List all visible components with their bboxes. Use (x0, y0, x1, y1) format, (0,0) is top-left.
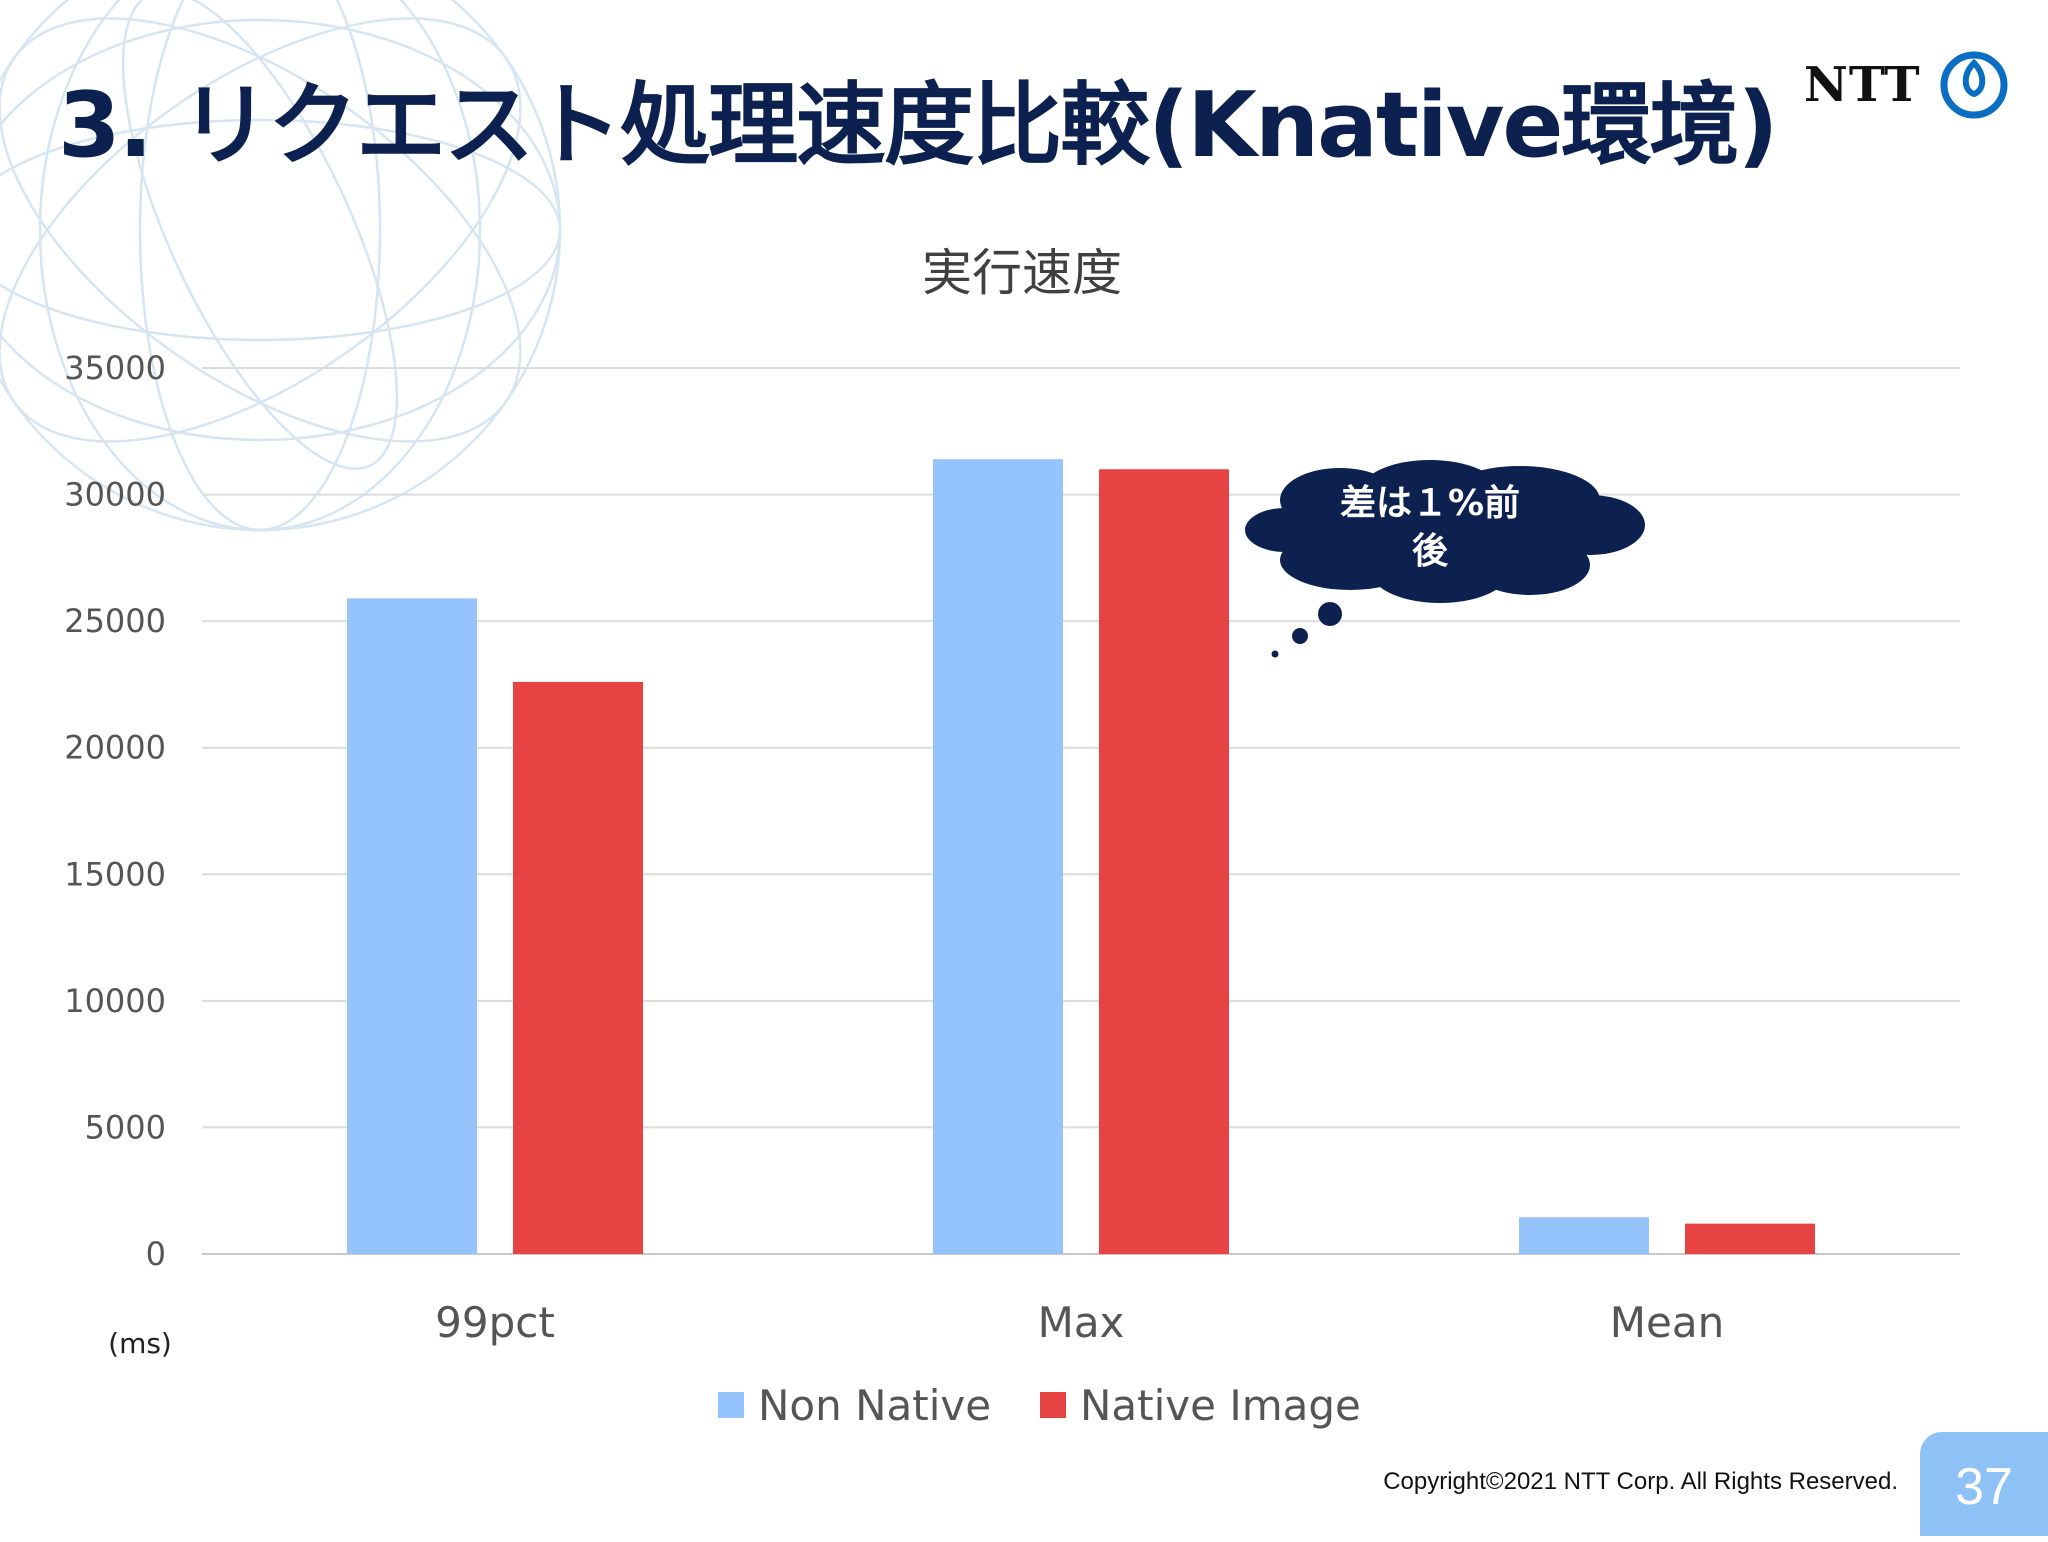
x-tick-label: 99pct (435, 1298, 555, 1347)
y-axis-unit-label: (ms) (108, 1327, 172, 1360)
callout-line-2: 後 (1412, 531, 1449, 572)
legend-swatch (1040, 1392, 1066, 1418)
legend-swatch (718, 1392, 744, 1418)
legend: Non Native Native Image (718, 1381, 1361, 1430)
y-tick-label: 0 (146, 1235, 166, 1273)
y-tick-label: 5000 (85, 1108, 166, 1146)
globe-watermark (0, 0, 562, 532)
bar-native-image-max (1099, 469, 1229, 1254)
legend-label: Native Image (1080, 1381, 1361, 1430)
y-tick-label: 35000 (64, 349, 166, 387)
page-title: 3. リクエスト処理速度比較(Knative環境) (58, 73, 1779, 178)
bar-non-native-mean (1519, 1217, 1649, 1254)
bar-native-image-mean (1685, 1223, 1815, 1254)
ntt-logo: NTT (1804, 50, 2009, 120)
logo-text: NTT (1804, 57, 1921, 113)
bar-non-native-max (933, 459, 1063, 1254)
legend-label: Non Native (758, 1381, 991, 1430)
bar-non-native-99pct (347, 598, 477, 1254)
y-tick-label: 25000 (64, 602, 166, 640)
y-tick-label: 10000 (64, 982, 166, 1020)
x-tick-label: Max (1038, 1298, 1125, 1347)
chart-title: 実行速度 (922, 244, 1122, 302)
callout-line-1: 差は１%前 (1340, 483, 1520, 524)
copyright-notice: Copyright©2021 NTT Corp. All Rights Rese… (1383, 1468, 1898, 1495)
callout-bubble: 差は１%前 後 (1245, 460, 1645, 658)
y-tick-label: 15000 (64, 855, 166, 893)
y-tick-label: 30000 (64, 476, 166, 514)
bars (347, 459, 1815, 1254)
y-axis-ticks: 0 5000 10000 15000 20000 25000 30000 35000 (64, 349, 166, 1273)
y-tick-label: 20000 (64, 729, 166, 767)
grid-lines (202, 367, 1960, 1255)
bar-native-image-99pct (513, 681, 643, 1254)
x-axis-ticks: 99pct Max Mean (435, 1298, 1724, 1347)
page-number: 37 (1920, 1432, 2048, 1536)
ntt-mark-icon (1940, 51, 2008, 119)
x-tick-label: Mean (1610, 1298, 1724, 1347)
